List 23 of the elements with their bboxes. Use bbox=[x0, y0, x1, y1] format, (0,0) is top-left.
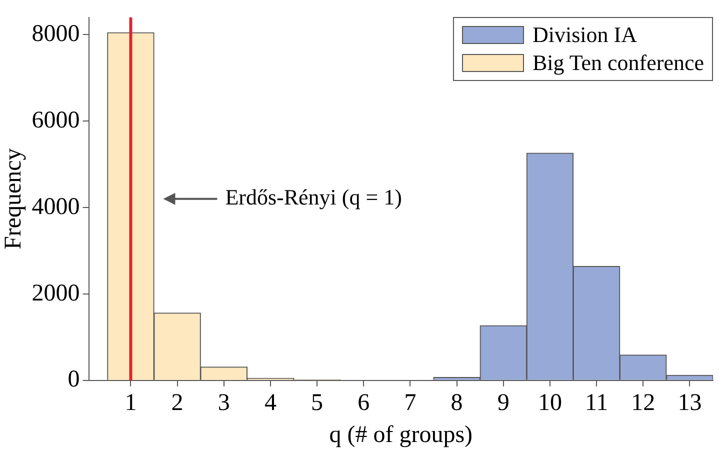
x-tick-label: 8 bbox=[450, 390, 463, 416]
y-tick-label: 2000 bbox=[32, 280, 80, 306]
x-tick-label: 11 bbox=[584, 390, 608, 416]
legend-label: Division IA bbox=[532, 21, 637, 50]
y-tick-label: 6000 bbox=[32, 107, 80, 134]
y-axis-title: Frequency bbox=[0, 148, 27, 250]
annotation: Erdős-Rényi (q = 1) bbox=[225, 184, 402, 210]
y-tick-label: 4000 bbox=[32, 194, 80, 220]
x-tick-label: 9 bbox=[497, 390, 510, 416]
x-tick-label: 5 bbox=[311, 390, 324, 416]
x-tick-label: 3 bbox=[218, 390, 230, 416]
x-tick-label: 13 bbox=[678, 390, 702, 416]
legend-label: Big Ten conference bbox=[532, 49, 704, 78]
x-tick-label: 6 bbox=[358, 390, 370, 416]
x-axis-title: q (# of groups) bbox=[329, 422, 473, 448]
x-tick-label: 2 bbox=[171, 390, 184, 416]
x-tick-label: 7 bbox=[404, 390, 416, 416]
x-tick-label: 12 bbox=[631, 390, 656, 416]
y-tick-label: 8000 bbox=[32, 20, 80, 47]
y-tick-label: 0 bbox=[68, 366, 80, 393]
x-tick-label: 10 bbox=[538, 390, 562, 416]
x-tick-label: 1 bbox=[124, 390, 137, 416]
x-tick-label: 4 bbox=[264, 390, 276, 416]
